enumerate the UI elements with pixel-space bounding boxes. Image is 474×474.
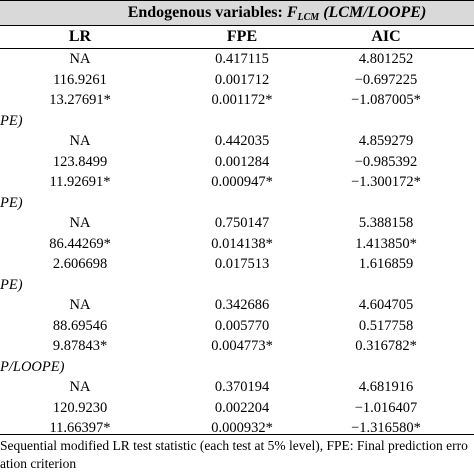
aic-cell: 4.604705 bbox=[358, 297, 414, 313]
lr-cell: 11.92691* bbox=[49, 174, 111, 190]
lr-cell: 2.606698 bbox=[52, 256, 108, 272]
lr-cell: 123.8499 bbox=[52, 153, 108, 170]
lr-cell: NA bbox=[69, 297, 91, 313]
table-bottom-rule bbox=[0, 434, 474, 435]
column-header-lr: LR bbox=[68, 28, 92, 45]
aic-cell: −1.016407 bbox=[354, 399, 418, 416]
group-label: PE) bbox=[0, 194, 23, 211]
title-suffix: (LCM/LOOPE) bbox=[319, 4, 427, 21]
aic-cell: 1.616859 bbox=[358, 256, 414, 272]
column-header-fpe: FPE bbox=[226, 28, 258, 45]
aic-cell: −1.316580* bbox=[351, 420, 421, 436]
lr-cell: 120.9230 bbox=[52, 399, 108, 416]
fpe-cell: 0.004773* bbox=[211, 338, 273, 354]
table-top-rule bbox=[0, 0, 474, 1]
fpe-cell: 0.002204 bbox=[214, 399, 270, 416]
lr-cell: 86.44269* bbox=[49, 235, 111, 252]
fpe-cell: 0.001712 bbox=[214, 71, 270, 88]
header-rule bbox=[0, 48, 474, 49]
table-title: Endogenous variables: FLCM (LCM/LOOPE) bbox=[90, 4, 464, 23]
aic-cell: −0.985392 bbox=[354, 153, 418, 170]
lr-cell: NA bbox=[69, 379, 91, 395]
fpe-cell: 0.005770 bbox=[214, 317, 270, 334]
aic-cell: 4.859279 bbox=[358, 133, 414, 149]
column-header-aic: AIC bbox=[371, 28, 401, 45]
fpe-cell: 0.750147 bbox=[214, 215, 270, 231]
table-header-band: Endogenous variables: FLCM (LCM/LOOPE) bbox=[0, 1, 474, 26]
group-label: PE) bbox=[0, 112, 23, 129]
lr-cell: 9.87843* bbox=[52, 338, 108, 354]
fpe-cell: 0.442035 bbox=[214, 133, 270, 149]
fpe-cell: 0.342686 bbox=[214, 297, 270, 313]
aic-cell: 0.316782* bbox=[355, 338, 417, 354]
fpe-cell: 0.017513 bbox=[214, 256, 270, 272]
lr-cell: 116.9261 bbox=[53, 71, 107, 88]
fpe-cell: 0.417115 bbox=[215, 51, 269, 67]
fpe-cell: 0.014138* bbox=[211, 235, 273, 252]
aic-cell: −1.300172* bbox=[351, 174, 421, 190]
fpe-cell: 0.000932* bbox=[211, 420, 273, 436]
lr-cell: NA bbox=[69, 133, 91, 149]
title-symbol: F bbox=[286, 4, 298, 21]
fpe-cell: 0.001284 bbox=[214, 153, 270, 170]
lr-cell: 13.27691* bbox=[49, 92, 111, 108]
footnote-line-1: Sequential modified LR test statistic (e… bbox=[0, 438, 468, 453]
aic-cell: 4.801252 bbox=[358, 51, 414, 67]
fpe-cell: 0.001172* bbox=[211, 92, 273, 108]
aic-cell: −1.087005* bbox=[351, 92, 421, 108]
group-label: P/LOOPE) bbox=[0, 358, 65, 375]
footnote-line-2: ation criterion bbox=[0, 456, 77, 471]
lr-cell: 88.69546 bbox=[52, 317, 108, 334]
fpe-cell: 0.000947* bbox=[211, 174, 273, 190]
aic-cell: 5.388158 bbox=[358, 215, 414, 231]
aic-cell: 0.517758 bbox=[358, 317, 414, 334]
title-subscript: LCM bbox=[297, 12, 320, 23]
fpe-cell: 0.370194 bbox=[214, 379, 270, 395]
group-label: PE) bbox=[0, 276, 23, 293]
aic-cell: −0.697225 bbox=[354, 71, 418, 88]
lr-cell: NA bbox=[69, 215, 91, 231]
aic-cell: 4.681916 bbox=[358, 379, 414, 395]
lr-cell: NA bbox=[69, 51, 91, 67]
lr-cell: 11.66397* bbox=[49, 420, 111, 436]
aic-cell: 1.413850* bbox=[355, 235, 417, 252]
title-prefix: Endogenous variables: bbox=[127, 4, 287, 21]
